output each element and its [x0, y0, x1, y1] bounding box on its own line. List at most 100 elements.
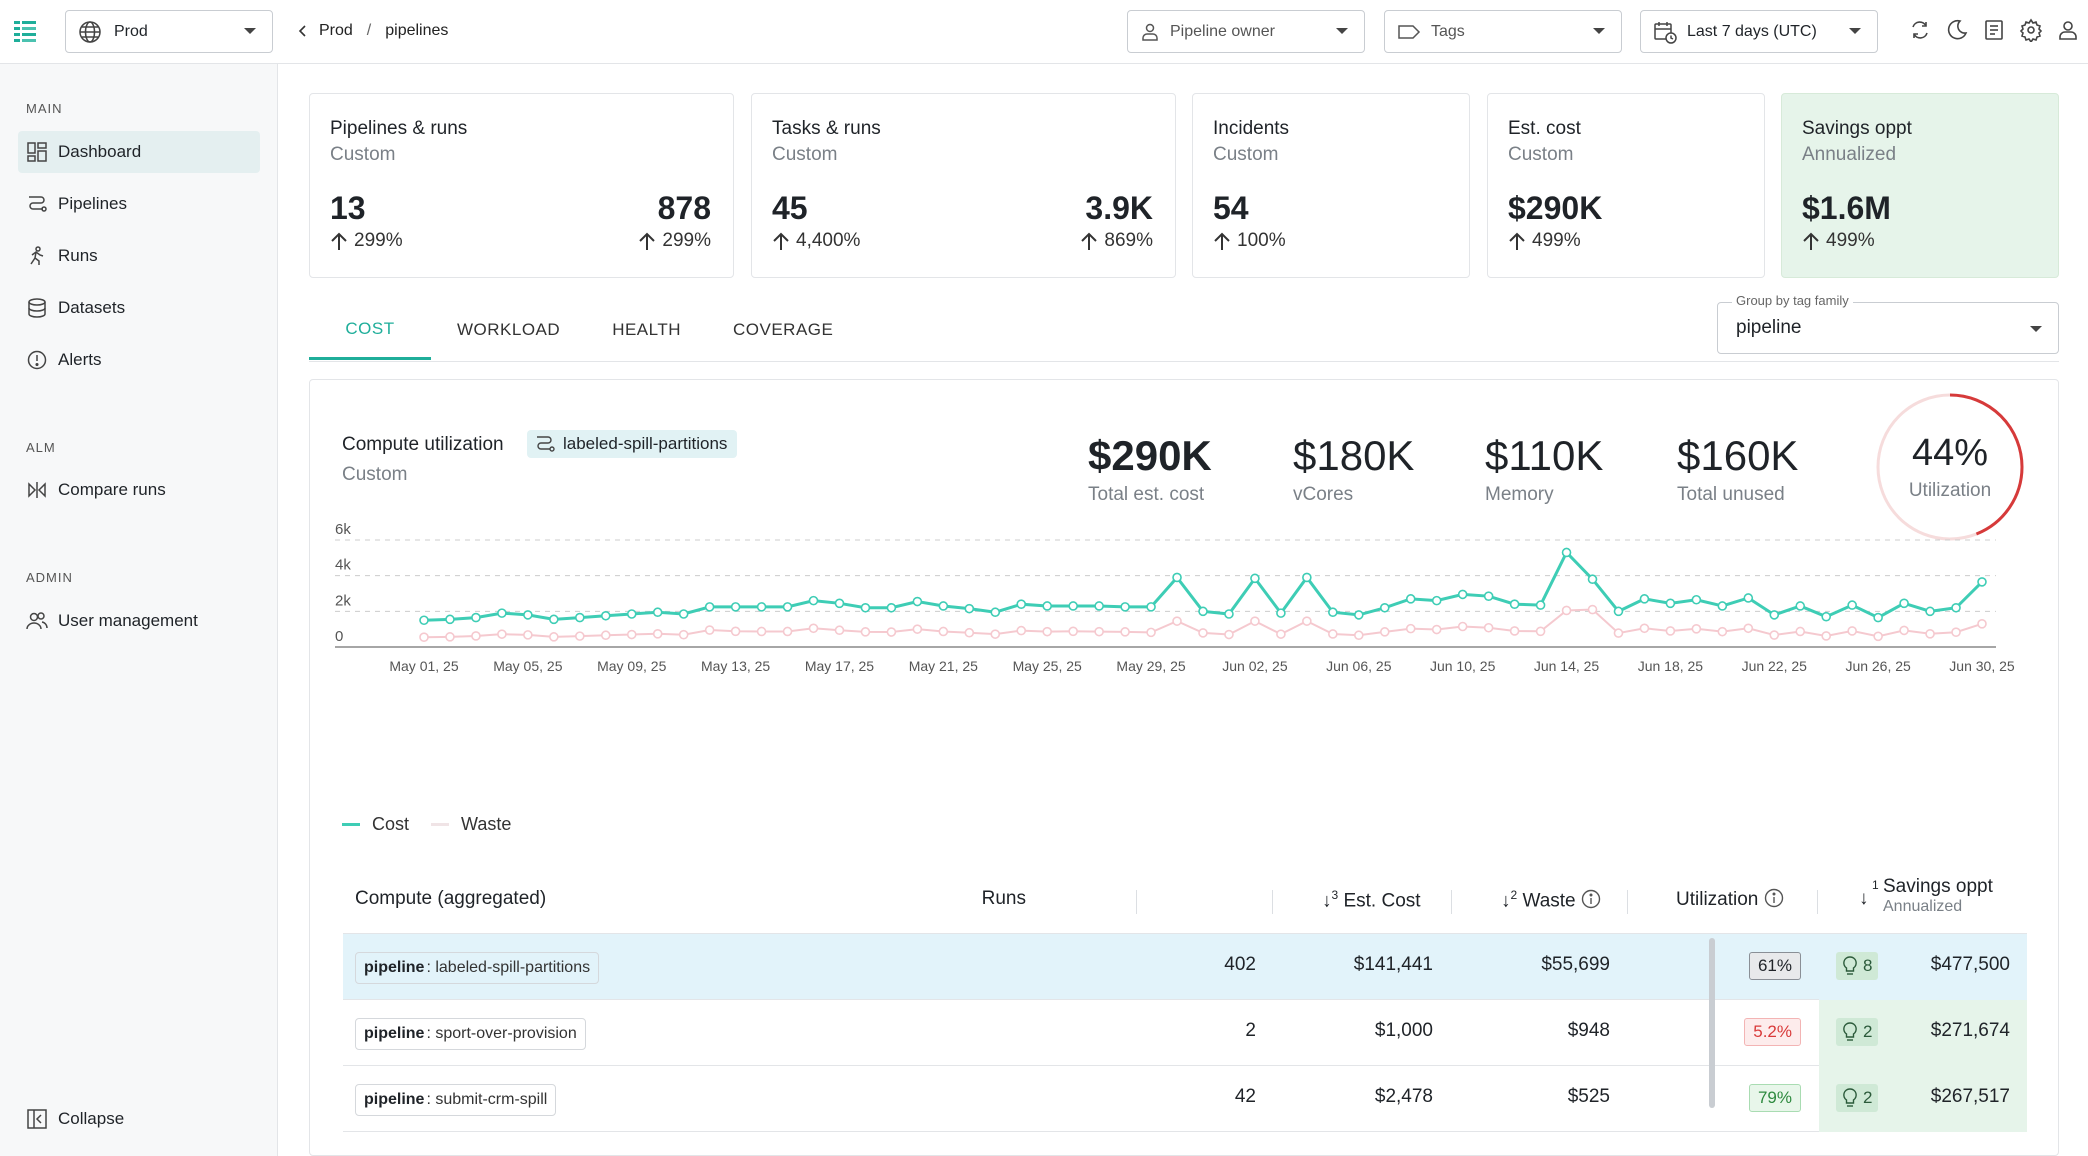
- data-point-waste: [1379, 627, 1390, 637]
- data-point-waste: [1302, 616, 1312, 626]
- y-tick-label: 2k: [335, 592, 351, 609]
- refresh-icon[interactable]: [1908, 18, 1932, 42]
- breadcrumb-prod[interactable]: Prod: [319, 22, 353, 39]
- sidebar-item-alerts[interactable]: Alerts: [18, 339, 260, 381]
- data-point-cost: [1847, 600, 1857, 610]
- x-tick-label: May 01, 25: [389, 658, 458, 674]
- environment-value: Prod: [114, 22, 148, 40]
- kpi-title: Est. cost: [1508, 118, 1581, 139]
- recommendations-badge[interactable]: 2: [1836, 1018, 1879, 1046]
- tab-cost[interactable]: COST: [309, 300, 431, 360]
- recommendations-badge[interactable]: 8: [1836, 952, 1879, 980]
- legend-item-waste[interactable]: Waste: [431, 814, 511, 835]
- legend-label: Cost: [372, 814, 410, 834]
- column-header-savings-sub: Annualized: [1883, 898, 1963, 915]
- column-header-utilization[interactable]: Utilization: [1676, 888, 1784, 911]
- docs-icon[interactable]: [1982, 18, 2006, 42]
- kpi-card-savings-oppt[interactable]: Savings oppt Annualized $1.6M 499%: [1781, 93, 2059, 278]
- info-icon[interactable]: [1581, 889, 1601, 909]
- tab-health[interactable]: HEALTH: [612, 320, 681, 339]
- data-point-waste: [886, 627, 897, 637]
- app-logo-icon[interactable]: [12, 18, 40, 46]
- table-row[interactable]: pipeline: sport-over-provision 2 $1,000 …: [343, 1000, 2027, 1066]
- metric-vcores: $180K vCores: [1293, 432, 1414, 506]
- sidebar-item-datasets[interactable]: Datasets: [18, 287, 260, 329]
- kpi-card-tasks-runs[interactable]: Tasks & runs Custom 45 4,400% 3.9K 869%: [751, 93, 1176, 278]
- data-point-waste: [1094, 626, 1104, 637]
- cell-waste: $55,699: [1541, 954, 1610, 975]
- column-header-waste[interactable]: ↓2 Waste: [1501, 888, 1601, 912]
- utilization-percent: 44%: [1911, 432, 1989, 474]
- chip-value: labeled-spill-partitions: [435, 959, 591, 976]
- kpi-card-incidents[interactable]: Incidents Custom 54 100%: [1192, 93, 1470, 278]
- data-point-cost: [1250, 573, 1260, 584]
- metric-total-unused: $160K Total unused: [1677, 432, 1798, 506]
- data-point-cost: [1276, 608, 1286, 618]
- dark-mode-icon[interactable]: [1945, 18, 1969, 42]
- y-tick-label: 6k: [335, 521, 351, 538]
- pipeline-tag-pill[interactable]: labeled-spill-partitions: [527, 430, 738, 458]
- data-point-cost: [756, 602, 767, 612]
- sidebar-item-dashboard[interactable]: Dashboard: [18, 131, 260, 173]
- kpi-delta: 869%: [1080, 230, 1153, 252]
- chevron-left-icon[interactable]: [297, 24, 309, 38]
- sidebar-item-pipelines[interactable]: Pipelines: [18, 183, 260, 225]
- data-point-waste: [523, 630, 533, 640]
- settings-icon[interactable]: [2019, 18, 2043, 44]
- tags-filter[interactable]: Tags: [1384, 10, 1622, 53]
- sidebar-item-compare-runs[interactable]: Compare runs: [18, 469, 260, 511]
- data-point-waste: [626, 629, 637, 640]
- kpi-title: Pipelines & runs: [330, 118, 468, 139]
- sidebar-collapse-button[interactable]: Collapse: [18, 1098, 260, 1140]
- sidebar-item-label: Compare runs: [58, 480, 166, 499]
- cost-waste-line-chart[interactable]: 0 2k 4k 6k May 01, 25 May 05, 25 May 09, 25 May…: [310, 520, 2060, 800]
- column-header-runs[interactable]: Runs: [981, 888, 1026, 909]
- compare-icon: [26, 479, 48, 501]
- data-point-cost: [704, 602, 715, 612]
- legend-item-cost[interactable]: Cost: [342, 814, 409, 835]
- column-header-cost[interactable]: ↓3 Est. Cost: [1322, 888, 1421, 912]
- user-icon[interactable]: [2056, 18, 2080, 42]
- data-point-cost: [1535, 600, 1546, 610]
- pipeline-owner-filter[interactable]: Pipeline owner: [1127, 10, 1365, 53]
- data-point-waste: [704, 625, 715, 635]
- data-point-cost: [1302, 572, 1312, 583]
- x-tick-label: Jun 10, 25: [1430, 658, 1496, 674]
- data-point-cost: [445, 614, 455, 625]
- environment-select[interactable]: Prod: [65, 10, 273, 53]
- table-row[interactable]: pipeline: labeled-spill-partitions 402 $…: [343, 934, 2027, 1000]
- data-point-waste: [1665, 626, 1676, 636]
- data-point-cost: [1509, 599, 1520, 609]
- column-header-waste-label: Waste: [1522, 890, 1576, 912]
- kpi-title: Incidents: [1213, 118, 1290, 139]
- column-header-savings[interactable]: ↓ 1 Savings oppt Annualized: [1859, 876, 1993, 916]
- table-scrollbar[interactable]: [1709, 938, 1715, 1108]
- info-icon[interactable]: [1764, 888, 1784, 908]
- tab-workload[interactable]: WORKLOAD: [457, 320, 561, 339]
- recommendations-badge[interactable]: 2: [1836, 1084, 1879, 1112]
- pipeline-chip[interactable]: pipeline: sport-over-provision: [355, 1018, 586, 1050]
- chevron-down-icon: [2030, 326, 2042, 332]
- data-point-cost: [1146, 602, 1156, 612]
- kpi-card-pipelines-runs[interactable]: Pipelines & runs Custom 13 299% 878 299%: [309, 93, 734, 278]
- pipeline-chip[interactable]: pipeline: labeled-spill-partitions: [355, 952, 600, 984]
- data-point-cost: [1042, 601, 1053, 611]
- data-point-cost: [1587, 574, 1598, 585]
- alerts-icon: [26, 349, 48, 371]
- sidebar-item-runs[interactable]: Runs: [18, 235, 260, 277]
- chevron-down-icon: [1849, 28, 1861, 34]
- date-range-select[interactable]: Last 7 days (UTC): [1640, 10, 1878, 53]
- tab-coverage[interactable]: COVERAGE: [733, 320, 834, 339]
- column-divider: [1451, 890, 1452, 914]
- person-icon: [1142, 23, 1158, 41]
- data-point-waste: [1743, 623, 1754, 634]
- sidebar-item-user-management[interactable]: User management: [18, 600, 260, 642]
- data-point-cost: [1224, 609, 1234, 619]
- pipeline-chip[interactable]: pipeline: submit-crm-spill: [355, 1084, 557, 1116]
- group-by-select[interactable]: Group by tag family pipeline: [1717, 293, 2059, 354]
- kpi-card-est-cost[interactable]: Est. cost Custom $290K 499%: [1487, 93, 1765, 278]
- data-point-cost: [938, 601, 949, 611]
- table-row[interactable]: pipeline: submit-crm-spill 42 $2,478 $52…: [343, 1066, 2027, 1132]
- cell-runs: 42: [1234, 1086, 1256, 1107]
- data-point-waste: [1691, 624, 1702, 634]
